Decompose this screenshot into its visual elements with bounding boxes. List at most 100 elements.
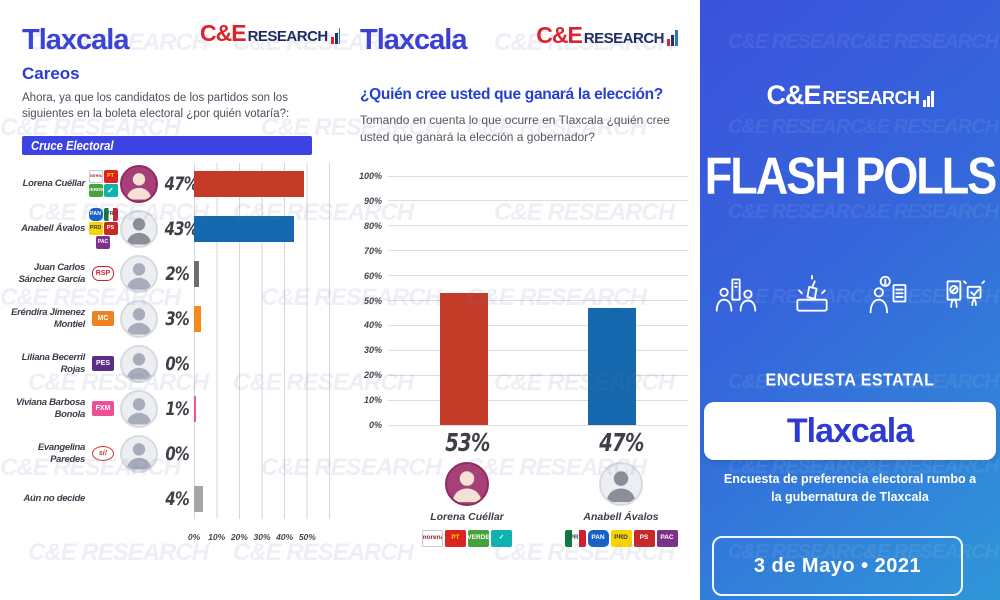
candidate-row: Viviana Barbosa Bonola FXM 1% (10, 386, 334, 431)
bar-chart-icon (922, 90, 934, 107)
logo-ce-text: C&E (536, 22, 583, 48)
party-chip-pri: PRI (103, 208, 118, 221)
y-tick: 70% (363, 245, 382, 256)
bar (194, 260, 199, 287)
party-chip-morena: morena (88, 170, 103, 183)
party-chip-pac: PAC (96, 236, 110, 249)
value-label: 0% (165, 352, 189, 375)
party-logos: morena PT VERDE ✓ (422, 530, 512, 547)
y-tick: 0% (368, 420, 382, 430)
bar-track (194, 170, 334, 197)
value-label: 1% (165, 397, 189, 420)
bar-track (194, 305, 334, 332)
gridline (388, 324, 688, 326)
gridline (388, 424, 688, 426)
party-chip-nueva-alianza: ✓ (103, 184, 118, 197)
x-tick: 10% (208, 532, 226, 542)
logo-research-text: RESEARCH (247, 27, 329, 45)
value-label: 0% (165, 442, 189, 465)
candidate-row: Liliana Becerril Rojas PES 0% (10, 341, 334, 386)
gridline (388, 349, 688, 351)
plot-area (390, 176, 686, 425)
party-chip-pac: PAC (656, 530, 678, 547)
candidate-avatar (118, 254, 160, 293)
avatar-photo (120, 389, 158, 428)
winner-expectation-panel: Tlaxcala C&E RESEARCH ¿Quién cree usted q… (340, 0, 700, 600)
y-tick: 20% (363, 370, 382, 381)
avatar-photo (120, 299, 158, 338)
x-tick: 50% (298, 532, 316, 542)
party-logos: morena PT VERDE ✓ (88, 170, 118, 197)
survey-question-icon (869, 275, 907, 314)
party-chip-pri: PRI (564, 530, 586, 547)
candidate-name: Lorena Cuéllar (430, 511, 504, 523)
y-tick: 80% (363, 220, 382, 231)
bar (194, 170, 304, 197)
candidate-avatar (118, 299, 160, 338)
bar (194, 485, 204, 512)
undecided-row: Aún no decide 4% (10, 476, 334, 521)
candidate-name: Juan Carlos Sánchez García (18, 262, 85, 285)
winner-bar-chart: 100% 90% 80% 70% 60% 50% 40% 30% 20% 10%… (352, 171, 688, 430)
candidate-row: Juan Carlos Sánchez García RSP 2% (10, 251, 334, 296)
cruce-electoral-banner: Cruce Electoral (22, 136, 312, 155)
poll-date: 3 de Mayo • 2021 (753, 554, 922, 577)
avatar-photo (120, 209, 158, 248)
candidate-name: Anabell Ávalos (583, 511, 659, 523)
candidate-avatar (118, 209, 160, 248)
bar-track (194, 395, 334, 422)
party-logos: MC (88, 311, 118, 326)
party-chip-rsp: RSP (92, 266, 114, 281)
y-tick: 60% (363, 270, 382, 281)
candidate-name: Viviana Barbosa Bonola (15, 397, 85, 420)
ballot-box-icon (796, 274, 828, 312)
gridline (388, 250, 688, 252)
gridline (388, 399, 688, 401)
chart-footer: 53% Lorena Cuéllar morena PT VERDE ✓ 47%… (390, 428, 698, 547)
candidate-name: Lorena Cuéllar (22, 177, 86, 189)
candidate-row: Lorena Cuéllar morena PT VERDE ✓ 47% (10, 161, 334, 206)
gridline (388, 300, 688, 301)
careos-panel: Tlaxcala C&E RESEARCH Careos Ahora, ya qu… (0, 0, 342, 600)
x-tick: 40% (276, 532, 294, 542)
value-label: 43% (164, 217, 199, 240)
page-title: Tlaxcala (360, 24, 467, 56)
ce-research-logo: C&E RESEARCH (200, 20, 342, 46)
value-label: 47% (598, 428, 644, 457)
party-chip-ps: PS (633, 530, 655, 547)
candidate-column: 47% Anabell Ávalos PRI PAN PRD PS PAC (544, 428, 698, 547)
kicker-label: ENCUESTA ESTATAL (765, 371, 935, 390)
value-label: 4% (165, 487, 189, 510)
party-chip-mc: MC (92, 311, 114, 326)
bar-column (390, 176, 538, 425)
page-title: Tlaxcala (22, 24, 129, 56)
party-chip-ps: PS (103, 222, 118, 235)
bar-track (194, 351, 334, 377)
candidate-avatar (118, 164, 160, 203)
avatar-photo (120, 164, 158, 203)
bar-lorena (440, 293, 488, 425)
campaign-signs-icon (946, 280, 986, 308)
candidate-avatar (118, 389, 160, 428)
candidate-column: 53% Lorena Cuéllar morena PT VERDE ✓ (390, 428, 544, 547)
party-chip-pes: PES (92, 356, 114, 371)
poll-description: Encuesta de preferencia electoral rumbo … (723, 472, 977, 505)
party-chip-pt: PT (445, 530, 466, 547)
logo-ce-text: C&E (200, 20, 247, 46)
candidate-row: Anabell Ávalos PAN PRI PRD PS PAC 43% (10, 206, 334, 251)
bar-column (538, 176, 686, 425)
candidate-row: Evangelina Paredes sí! 0% (10, 431, 334, 476)
party-chip-pan: PAN (88, 208, 103, 221)
bar (194, 395, 197, 422)
party-chip-si: sí! (92, 446, 114, 461)
program-title: FLASH POLLS (704, 146, 998, 205)
party-logos: RSP (88, 266, 118, 281)
date-box: 3 de Mayo • 2021 (712, 536, 963, 596)
poll-question-sub: Tomando en cuenta lo que ocurre en Tlaxc… (360, 113, 670, 145)
careos-bar-chart: Lorena Cuéllar morena PT VERDE ✓ 47% Ana… (10, 161, 334, 523)
gridline (388, 175, 688, 177)
party-logos: FXM (88, 401, 118, 416)
candidate-row: Eréndira Jimenez Montiel MC 3% (10, 296, 334, 341)
party-logos: PRI PAN PRD PS PAC (564, 530, 678, 547)
